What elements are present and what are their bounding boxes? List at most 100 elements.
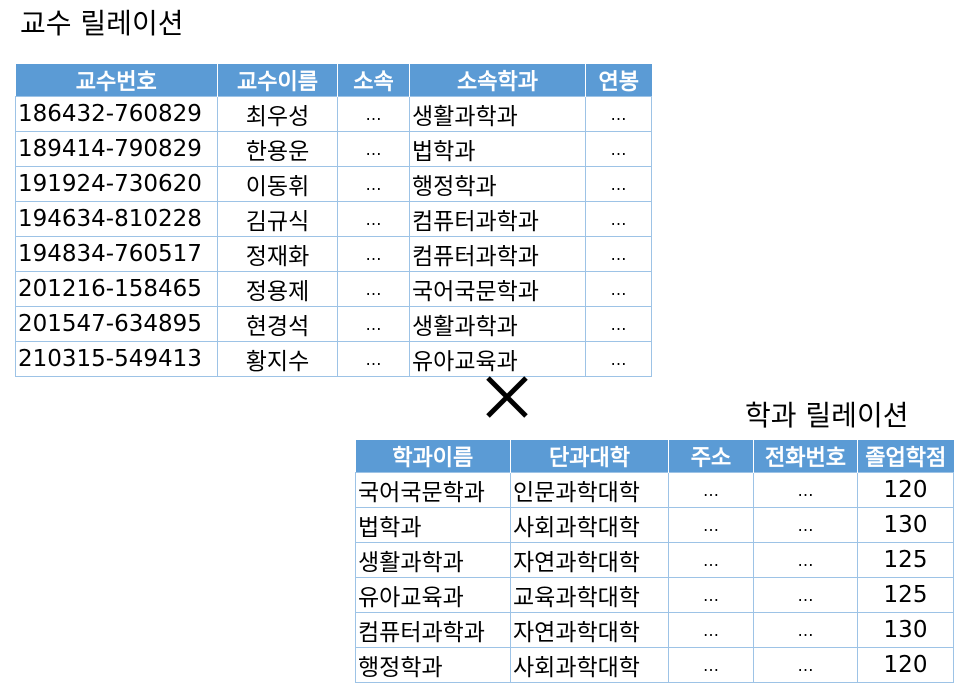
table-cell: 행정학과 <box>355 647 511 683</box>
table-cell: … <box>668 577 754 613</box>
table-cell: 이동휘 <box>217 166 338 202</box>
table-row: 생활과학과 자연과학대학…… 125 <box>355 542 954 578</box>
table-row: 법학과 사회과학대학…… 130 <box>355 507 954 543</box>
table-cell: 정용제 <box>217 271 338 307</box>
table-cell: … <box>585 201 652 237</box>
table-cell: 201216-158465 <box>15 271 218 307</box>
table-cell: … <box>753 472 858 508</box>
table-cell: … <box>753 647 858 683</box>
table-cell: 130 <box>857 507 954 543</box>
table-cell: … <box>585 341 652 377</box>
table-row: 194634-810228 김규식… 컴퓨터과학과… <box>15 201 652 237</box>
column-header: 교수이름 <box>217 64 338 97</box>
table-row: 189414-790829 한용운… 법학과… <box>15 131 652 167</box>
table-cell: 한용운 <box>217 131 338 167</box>
table-cell: … <box>337 96 410 132</box>
column-header: 소속 <box>337 64 410 97</box>
table-cell: … <box>337 166 410 202</box>
table-cell: … <box>337 131 410 167</box>
table-row: 191924-730620 이동휘… 행정학과… <box>15 166 652 202</box>
table-cell: … <box>668 472 754 508</box>
table-cell: 행정학과 <box>409 166 586 202</box>
column-header: 소속학과 <box>409 64 586 97</box>
table-row: 유아교육과 교육과학대학…… 125 <box>355 577 954 613</box>
table-row: 국어국문학과 인문과학대학…… 120 <box>355 472 954 508</box>
table-cell: 120 <box>857 472 954 508</box>
table-cell: 컴퓨터과학과 <box>409 201 586 237</box>
table-cell: 최우성 <box>217 96 338 132</box>
table-cell: … <box>337 201 410 237</box>
table-cell: … <box>585 306 652 342</box>
department-relation-title: 학과 릴레이션 <box>745 399 909 432</box>
column-header: 졸업학점 <box>857 440 954 473</box>
table-header-row: 학과이름 단과대학 주소 전화번호 졸업학점 <box>355 440 954 473</box>
column-header: 연봉 <box>585 64 652 97</box>
table-cell: 125 <box>857 542 954 578</box>
table-row: 210315-549413 황지수… 유아교육과… <box>15 341 652 377</box>
table-cell: … <box>753 577 858 613</box>
table-cell: 120 <box>857 647 954 683</box>
column-header: 교수번호 <box>15 64 218 97</box>
table-cell: 유아교육과 <box>409 341 586 377</box>
table-cell: 189414-790829 <box>15 131 218 167</box>
table-cell: 생활과학과 <box>409 96 586 132</box>
column-header: 단과대학 <box>510 440 669 473</box>
table-cell: 현경석 <box>217 306 338 342</box>
table-cell: … <box>668 507 754 543</box>
table-cell: 194634-810228 <box>15 201 218 237</box>
table-cell: 201547-634895 <box>15 306 218 342</box>
table-cell: … <box>668 612 754 648</box>
table-cell: … <box>753 612 858 648</box>
table-cell: … <box>337 306 410 342</box>
table-cell: 사회과학대학 <box>510 647 669 683</box>
table-cell: 유아교육과 <box>355 577 511 613</box>
table-cell: 컴퓨터과학과 <box>355 612 511 648</box>
table-cell: … <box>753 542 858 578</box>
table-cell: 210315-549413 <box>15 341 218 377</box>
table-cell: 김규식 <box>217 201 338 237</box>
table-cell: 법학과 <box>355 507 511 543</box>
table-cell: … <box>585 236 652 272</box>
table-cell: … <box>585 131 652 167</box>
table-cell: … <box>585 271 652 307</box>
table-cell: 생활과학과 <box>355 542 511 578</box>
table-cell: 자연과학대학 <box>510 612 669 648</box>
column-header: 주소 <box>668 440 754 473</box>
table-row: 201216-158465 정용제… 국어국문학과… <box>15 271 652 307</box>
column-header: 학과이름 <box>355 440 511 473</box>
table-cell: 법학과 <box>409 131 586 167</box>
table-cell: 황지수 <box>217 341 338 377</box>
table-row: 186432-760829 최우성… 생활과학과… <box>15 96 652 132</box>
table-header-row: 교수번호 교수이름 소속 소속학과 연봉 <box>15 64 652 97</box>
table-cell: 정재화 <box>217 236 338 272</box>
table-row: 컴퓨터과학과 자연과학대학…… 130 <box>355 612 954 648</box>
table-cell: 인문과학대학 <box>510 472 669 508</box>
table-cell: 사회과학대학 <box>510 507 669 543</box>
table-cell: 194834-760517 <box>15 236 218 272</box>
professor-relation-title: 교수 릴레이션 <box>20 7 184 40</box>
table-cell: … <box>753 507 858 543</box>
table-row: 194834-760517 정재화… 컴퓨터과학과… <box>15 236 652 272</box>
table-cell: 125 <box>857 577 954 613</box>
table-cell: … <box>585 166 652 202</box>
table-cell: 130 <box>857 612 954 648</box>
table-cell: 191924-730620 <box>15 166 218 202</box>
cross-product-icon <box>486 376 528 418</box>
department-relation-table: 학과이름 단과대학 주소 전화번호 졸업학점 국어국문학과 인문과학대학…… 120… <box>355 440 954 683</box>
table-cell: 자연과학대학 <box>510 542 669 578</box>
professor-relation-table: 교수번호 교수이름 소속 소속학과 연봉 186432-760829 최우성… 생활… <box>15 64 652 377</box>
table-row: 행정학과 사회과학대학…… 120 <box>355 647 954 683</box>
table-cell: … <box>668 647 754 683</box>
table-cell: … <box>585 96 652 132</box>
table-cell: … <box>337 341 410 377</box>
table-cell: 국어국문학과 <box>409 271 586 307</box>
table-cell: … <box>337 271 410 307</box>
table-cell: 교육과학대학 <box>510 577 669 613</box>
table-cell: 생활과학과 <box>409 306 586 342</box>
table-cell: 186432-760829 <box>15 96 218 132</box>
table-cell: 국어국문학과 <box>355 472 511 508</box>
table-cell: 컴퓨터과학과 <box>409 236 586 272</box>
table-cell: … <box>668 542 754 578</box>
table-cell: … <box>337 236 410 272</box>
column-header: 전화번호 <box>753 440 858 473</box>
